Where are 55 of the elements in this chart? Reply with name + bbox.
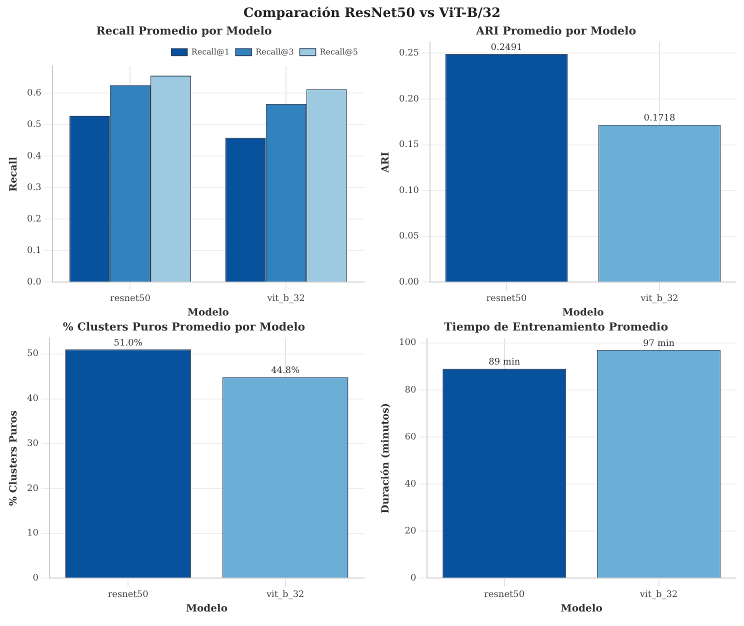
- chart-title: % Clusters Puros Promedio por Modelo: [62, 320, 306, 334]
- data-label: 51.0%: [114, 338, 143, 348]
- y-tick-label: 0: [32, 574, 39, 584]
- y-axis-title: ARI: [380, 152, 392, 174]
- y-tick-label: 10: [27, 528, 39, 539]
- y-tick-label: 0.5: [26, 120, 42, 130]
- x-axis-title: Modelo: [562, 308, 604, 319]
- y-tick-label: 50: [27, 349, 39, 360]
- y-tick-label: 0.05: [398, 232, 420, 242]
- y-tick-label: 0: [410, 574, 416, 584]
- y-tick-label: 40: [27, 394, 39, 404]
- y-tick-label: 20: [404, 526, 416, 536]
- x-tick-label: resnet50: [108, 590, 149, 600]
- y-tick-label: 0.25: [398, 48, 420, 59]
- y-tick-label: 0.1: [26, 246, 42, 256]
- text: Comparación ResNet50 vs ViT-B/32: [242, 5, 502, 23]
- x-tick-label: resnet50: [486, 294, 528, 304]
- data-label: 44.8%: [271, 366, 300, 376]
- data-label: 0.2491: [490, 42, 522, 53]
- data-label: 0.1718: [644, 114, 676, 124]
- y-axis-title: Duración (minutos): [380, 403, 392, 514]
- legend-label: Recall@3: [256, 47, 294, 56]
- x-tick-label: resnet50: [110, 294, 151, 304]
- x-tick-label: vit_b_32: [265, 590, 304, 600]
- y-tick-label: 0.3: [26, 182, 42, 193]
- y-tick-label: 0.15: [398, 140, 420, 150]
- legend-label: Recall@5: [320, 47, 358, 56]
- x-tick-label: resnet50: [484, 590, 525, 600]
- y-tick-label: 30: [27, 438, 39, 449]
- y-axis-title: % Clusters Puros: [8, 410, 20, 506]
- x-axis-title: Modelo: [560, 604, 603, 615]
- x-tick-label: vit_b_32: [638, 590, 678, 600]
- y-tick-label: 0.10: [398, 186, 420, 196]
- chart-title: ARI Promedio por Modelo: [474, 24, 636, 38]
- x-tick-label: vit_b_32: [266, 294, 305, 304]
- x-tick-label: vit_b_32: [640, 294, 678, 304]
- chart-title: Recall Promedio por Modelo: [96, 24, 272, 38]
- y-tick-label: 0.2: [26, 214, 42, 224]
- y-tick-label: 20: [27, 484, 39, 494]
- y-tick-label: 0.0: [26, 278, 42, 288]
- legend-label: Recall@1: [191, 47, 230, 56]
- y-tick-label: 60: [404, 432, 416, 442]
- y-tick-label: 0.6: [26, 88, 42, 98]
- x-axis-title: Modelo: [187, 308, 230, 319]
- y-axis-title: Recall: [8, 156, 20, 192]
- y-tick-label: 100: [398, 338, 416, 348]
- y-tick-label: 0.00: [398, 278, 420, 288]
- data-label: 89 min: [488, 358, 520, 368]
- y-tick-label: 0.20: [398, 94, 420, 104]
- chart-title: Tiempo de Entrenamiento Promedio: [444, 320, 668, 334]
- data-label: 97 min: [643, 338, 675, 349]
- x-axis-title: Modelo: [186, 604, 228, 615]
- y-tick-label: 0.4: [26, 151, 42, 162]
- y-tick-label: 80: [404, 385, 416, 396]
- y-tick-label: 40: [404, 479, 416, 490]
